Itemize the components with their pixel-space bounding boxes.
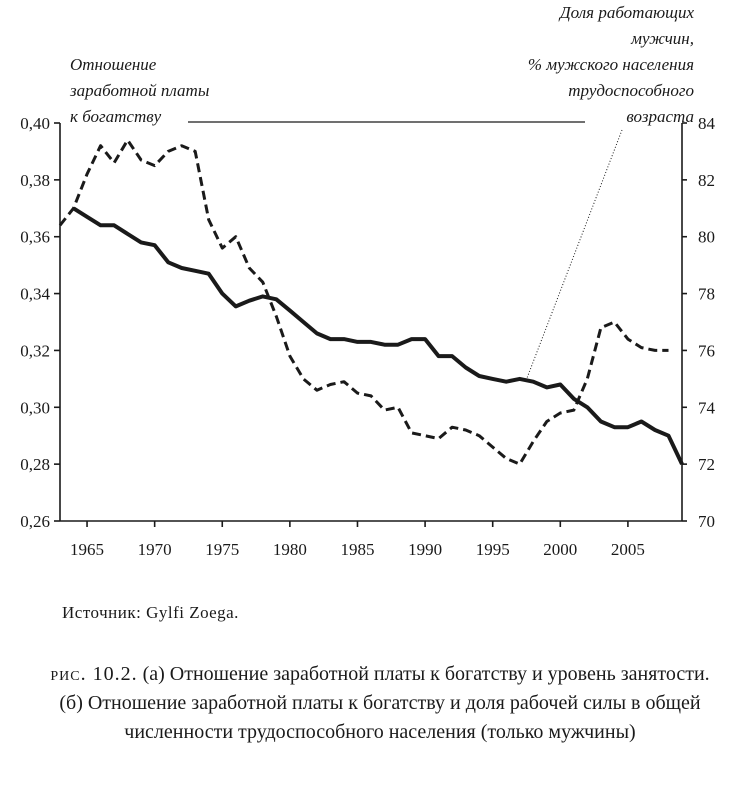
right-tick-label: 72 <box>698 455 715 474</box>
annotation-line: % мужского населения <box>527 55 694 74</box>
annotation-line: трудоспособного <box>568 81 694 100</box>
line-chart: 0,26 0,28 0,30 0,32 0,34 0,36 0,38 0,40 70 72 74 76… <box>20 114 715 559</box>
right-tick-label: 74 <box>698 398 716 417</box>
male-employment-share-line <box>58 138 669 466</box>
annotation-leaders <box>188 121 623 379</box>
data-lines <box>58 138 684 466</box>
left-tick-label: 0,34 <box>20 285 50 304</box>
right-series-annotation: Доля работающих мужчин, % мужского насел… <box>528 0 694 130</box>
annotation-line: возраста <box>626 107 694 126</box>
annotation-line: заработной платы <box>70 81 210 100</box>
left-tick-label: 0,32 <box>20 341 50 360</box>
annotation-line: Отношение <box>70 55 157 74</box>
x-tick-label: 1980 <box>273 540 307 559</box>
x-tick-label: 2005 <box>611 540 645 559</box>
right-tick-label: 70 <box>698 512 715 531</box>
x-tick-label: 2000 <box>543 540 577 559</box>
source-note: Источник: Gylfi Zoega. <box>62 603 239 622</box>
left-tick-label: 0,36 <box>20 228 50 247</box>
annotation-line: мужчин, <box>631 29 694 48</box>
figure-number: рис. 10.2. <box>50 663 138 685</box>
right-tick-label: 84 <box>698 114 716 133</box>
annotation-line: Доля работающих <box>559 3 694 22</box>
right-tick-label: 80 <box>698 228 715 247</box>
left-series-annotation: Отношение заработной платы к богатству <box>70 52 209 130</box>
left-tick-label: 0,40 <box>20 114 50 133</box>
axes <box>54 122 687 527</box>
right-tick-label: 78 <box>698 285 715 304</box>
tick-labels: 0,26 0,28 0,30 0,32 0,34 0,36 0,38 0,40 70 72 74 76… <box>20 114 715 559</box>
caption-text: (а) Отношение заработной платы к богатст… <box>59 663 710 743</box>
x-tick-label: 1985 <box>340 540 374 559</box>
wage-wealth-ratio-line <box>72 206 684 465</box>
x-tick-label: 1990 <box>408 540 442 559</box>
x-tick-label: 1995 <box>476 540 510 559</box>
left-tick-label: 0,26 <box>20 512 50 531</box>
annotation-line: к богатству <box>70 107 162 126</box>
x-tick-label: 1975 <box>205 540 239 559</box>
left-tick-label: 0,28 <box>20 455 50 474</box>
left-tick-label: 0,30 <box>20 398 50 417</box>
figure-caption: рис. 10.2. (а) Отношение заработной плат… <box>40 660 720 747</box>
right-tick-label: 76 <box>698 341 715 360</box>
x-tick-label: 1970 <box>138 540 172 559</box>
left-tick-label: 0,38 <box>20 171 50 190</box>
right-tick-label: 82 <box>698 171 715 190</box>
x-tick-label: 1965 <box>70 540 104 559</box>
right-annotation-leader <box>526 129 623 379</box>
